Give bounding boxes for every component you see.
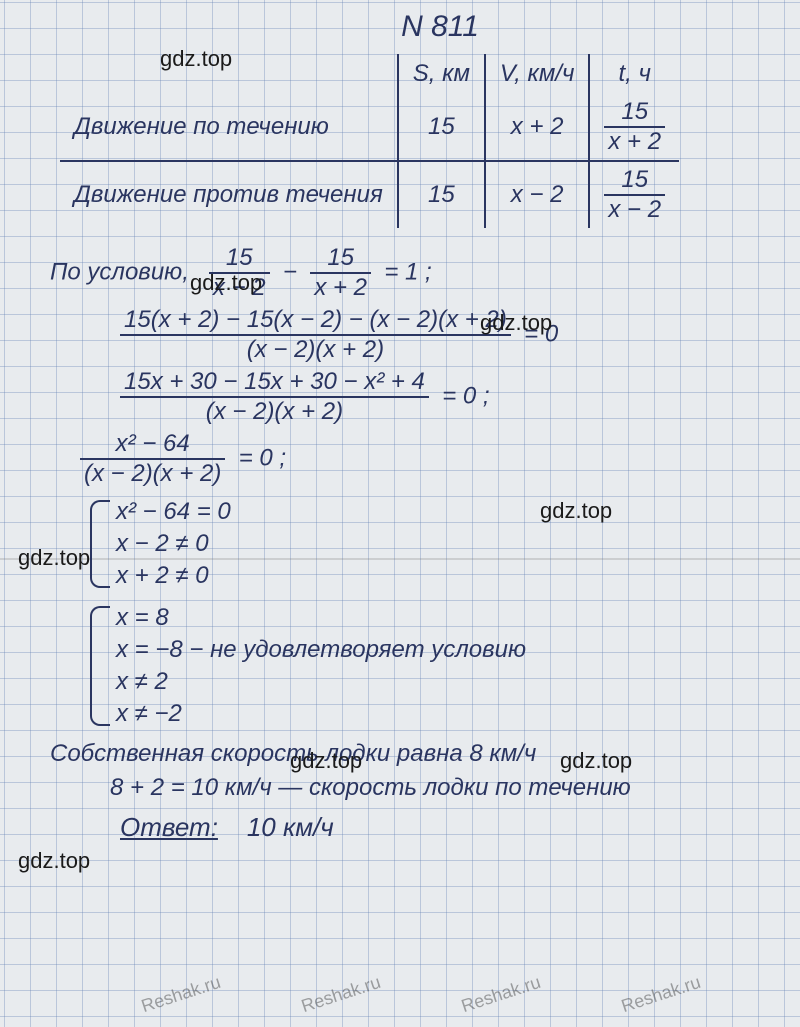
- conclusion-line: Собственная скорость лодки равна 8 км/ч: [50, 740, 780, 768]
- cell-v: x + 2: [485, 94, 589, 161]
- col-header-t: t, ч: [589, 54, 679, 94]
- cell-t: 15x − 2: [589, 161, 679, 228]
- table-row: Движение по течению 15 x + 2 15x + 2: [60, 94, 679, 161]
- row-label: Движение по течению: [60, 94, 398, 161]
- system-row: x ≠ 2: [116, 666, 780, 698]
- system-row: x² − 64 = 0: [116, 496, 780, 528]
- condition-prefix: По условию,: [50, 258, 189, 285]
- page-content: N 811 S, км V, км/ч t, ч Движение по теч…: [0, 0, 800, 1027]
- cell-s: 15: [398, 161, 485, 228]
- cell-t: 15x + 2: [589, 94, 679, 161]
- system-row: x + 2 ≠ 0: [116, 560, 780, 592]
- system-brace-2: x = 8 x = −8 − не удовлетворяет условию …: [90, 602, 780, 730]
- answer-value: 10 км/ч: [247, 812, 334, 842]
- table-row: Движение против течения 15 x − 2 15x − 2: [60, 161, 679, 228]
- motion-table: S, км V, км/ч t, ч Движение по течению 1…: [60, 54, 679, 228]
- answer-label: Ответ:: [120, 812, 218, 842]
- answer-line: Ответ: 10 км/ч: [120, 812, 780, 843]
- system-row: x ≠ −2: [116, 698, 780, 730]
- table-header-row: S, км V, км/ч t, ч: [60, 54, 679, 94]
- col-header-v: V, км/ч: [485, 54, 589, 94]
- condition-line: По условию, 15x − 2 − 15x + 2 = 1 ;: [50, 246, 780, 300]
- cell-s: 15: [398, 94, 485, 161]
- problem-number: N 811: [100, 10, 780, 44]
- system-row: x − 2 ≠ 0: [116, 528, 780, 560]
- equation-step: 15x + 30 − 15x + 30 − x² + 4(x − 2)(x + …: [120, 370, 780, 424]
- equation-step: 15(x + 2) − 15(x − 2) − (x − 2)(x + 2)(x…: [120, 308, 780, 362]
- conclusion-line: 8 + 2 = 10 км/ч — скорость лодки по тече…: [110, 774, 780, 802]
- cell-v: x − 2: [485, 161, 589, 228]
- system-row: x = 8: [116, 602, 780, 634]
- col-header-s: S, км: [398, 54, 485, 94]
- equation-step: x² − 64(x − 2)(x + 2) = 0 ;: [80, 432, 780, 486]
- row-label: Движение против течения: [60, 161, 398, 228]
- system-brace-1: x² − 64 = 0 x − 2 ≠ 0 x + 2 ≠ 0: [90, 496, 780, 592]
- system-row: x = −8 − не удовлетворяет условию: [116, 634, 780, 666]
